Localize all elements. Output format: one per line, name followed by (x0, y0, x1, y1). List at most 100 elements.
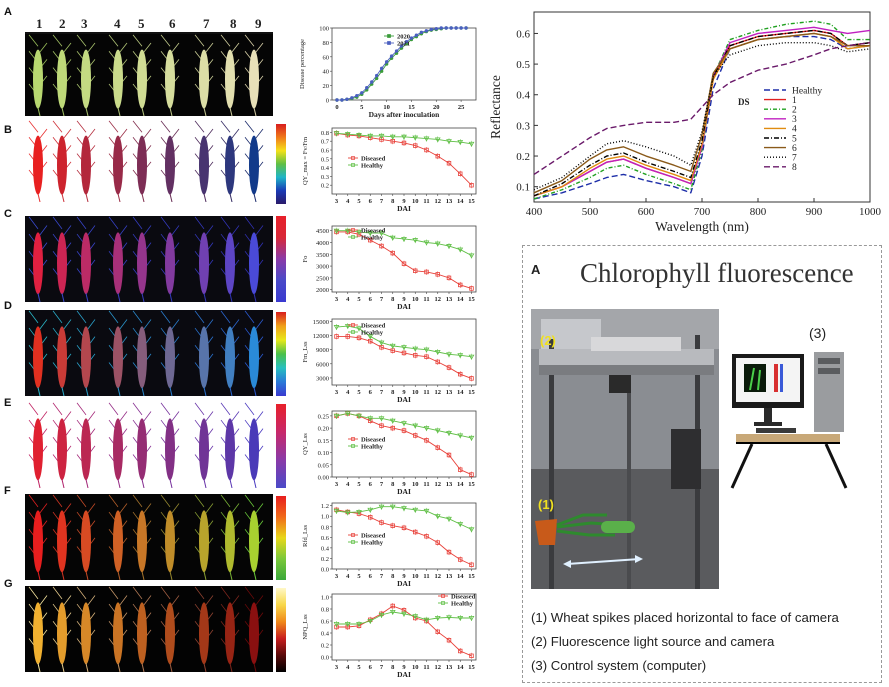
data-point (367, 334, 374, 340)
wheat-spike-7 (194, 494, 214, 580)
data-point (367, 231, 374, 237)
data-point (412, 614, 419, 620)
data-point (344, 228, 351, 234)
x-tick-label: 8 (391, 389, 395, 396)
x-tick-label: 4 (346, 573, 350, 580)
wheat-spike-5 (132, 34, 152, 116)
data-point (360, 91, 364, 95)
y-axis-label: Reflectance (488, 75, 503, 139)
data-point (458, 557, 463, 562)
data-point (446, 452, 452, 458)
caption-3: (3) Control system (computer) (531, 658, 707, 673)
data-point (446, 244, 452, 250)
data-point (333, 131, 340, 137)
spike-number-1: 1 (36, 16, 43, 31)
data-point (424, 269, 429, 275)
wheat-spike-7 (194, 216, 214, 302)
data-point (344, 324, 351, 330)
data-point (424, 147, 429, 153)
x-tick-label: 13 (446, 573, 453, 580)
x-tick-label: 3 (335, 481, 339, 488)
wheat-spike-8 (220, 216, 240, 302)
legend-label: 2 (792, 106, 797, 116)
reflectance-series-8 (533, 41, 871, 176)
wheat-spike-3 (76, 216, 96, 302)
x-axis-label: DAI (397, 204, 411, 213)
data-point (367, 416, 374, 422)
reflectance-series-6 (533, 32, 870, 194)
reflectance-series-5 (533, 29, 871, 197)
y-tick-label: 0.6 (321, 619, 330, 626)
data-point (367, 507, 374, 513)
y-tick-label: 0.4 (516, 90, 530, 102)
data-point (424, 438, 429, 443)
y-axis-label: NPQ_Lss (302, 614, 309, 640)
legend-label: 1 (792, 96, 797, 106)
data-point (412, 423, 419, 429)
y-tick-label: 1.0 (321, 514, 329, 521)
data-point (423, 347, 430, 353)
wheat-spike-3 (76, 494, 96, 580)
y-tick-label: 0.4 (321, 631, 330, 638)
x-tick-label: 900 (806, 206, 823, 218)
legend-label: Healthy (361, 162, 384, 169)
legend-label: Healthy (451, 600, 474, 607)
wheat-spike-2 (52, 216, 72, 302)
computer-illustration (730, 352, 848, 489)
data-point (344, 510, 351, 516)
wheat-spike-6 (160, 310, 180, 396)
x-tick-label: 5 (357, 296, 361, 303)
x-tick-label: 13 (446, 296, 453, 303)
colorbar-e (276, 404, 286, 488)
x-tick-label: 10 (412, 389, 419, 396)
x-tick-label: 14 (457, 573, 464, 580)
wheat-spike-9 (244, 120, 264, 202)
setup-panel-letter: A (531, 262, 541, 277)
legend-label: 5 (792, 134, 797, 144)
x-tick-label: 13 (446, 481, 453, 488)
data-point (379, 243, 384, 249)
y-axis-label: Rfd_Lss (302, 525, 309, 548)
data-point (356, 229, 362, 235)
wheat-spike-4 (108, 586, 128, 672)
y-tick-label: 2000 (316, 287, 329, 294)
data-point (370, 80, 374, 84)
wheat-spike-9 (244, 494, 264, 580)
data-point (419, 30, 424, 35)
x-axis-label: DAI (397, 579, 411, 588)
x-tick-label: 11 (423, 573, 429, 580)
reflectance-series-2 (533, 20, 870, 200)
data-point (334, 334, 339, 339)
data-point (439, 26, 443, 30)
x-tick-label: 6 (369, 296, 373, 303)
data-point (468, 435, 475, 441)
data-point (413, 353, 418, 358)
x-axis-label: DAI (397, 302, 411, 311)
x-tick-label: 20 (433, 104, 440, 111)
y-axis-label: QY_max = Fv/Fm (302, 137, 309, 185)
x-tick-label: 11 (423, 296, 429, 303)
x-tick-label: 9 (402, 481, 406, 488)
data-point (457, 140, 464, 146)
series-line-diseased (336, 335, 472, 379)
wheat-spike-8 (220, 34, 240, 116)
x-tick-label: 1000 (859, 206, 882, 218)
y-tick-label: 0.0 (321, 655, 329, 662)
data-point (434, 514, 441, 520)
y-tick-label: 60 (323, 54, 330, 61)
wheat-spike-3 (76, 586, 96, 672)
y-tick-label: 40 (323, 69, 330, 76)
data-point (389, 418, 396, 424)
legend-label: Diseased (361, 532, 386, 539)
x-tick-label: 13 (446, 664, 453, 671)
x-tick-label: 14 (457, 481, 464, 488)
data-point (368, 515, 373, 520)
x-tick-label: 7 (380, 573, 384, 580)
wheat-spike-1 (28, 120, 48, 202)
data-point (468, 354, 475, 360)
y-tick-label: 0.2 (516, 151, 530, 163)
number-underline (25, 32, 273, 34)
data-point (401, 428, 407, 433)
wheat-spike-2 (52, 402, 72, 488)
wheat-spike-8 (220, 310, 240, 396)
